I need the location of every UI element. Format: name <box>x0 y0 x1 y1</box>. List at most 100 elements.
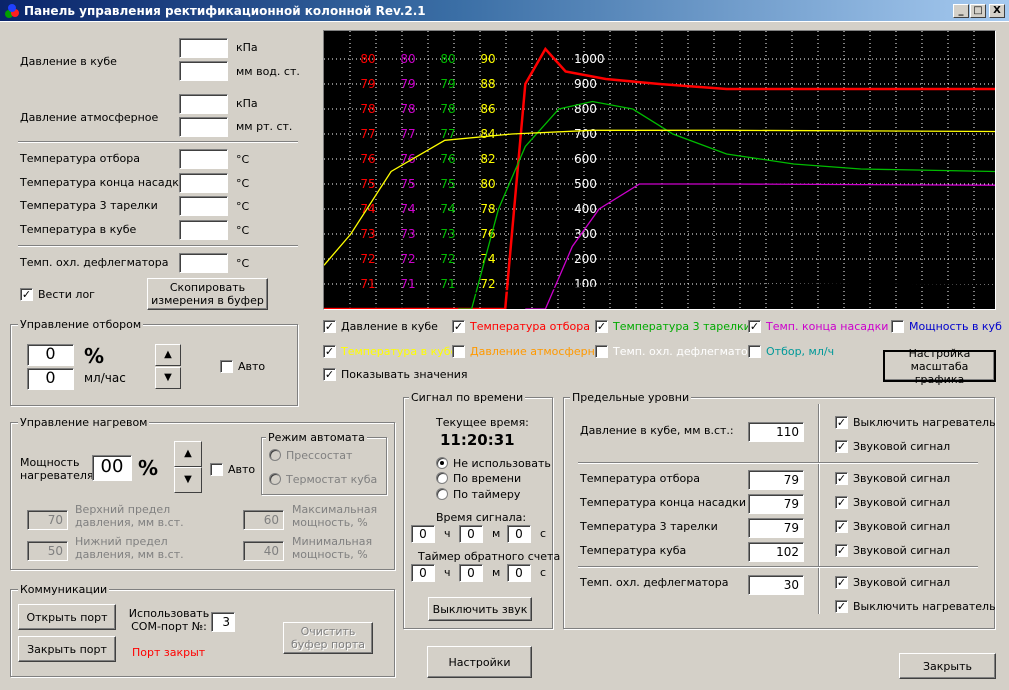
signal-timer-label: По таймеру <box>453 488 521 501</box>
chart-tick-label: 77 <box>440 127 455 141</box>
timer-minutes-field[interactable]: 0 <box>459 564 483 582</box>
hours-unit: ч <box>444 527 451 540</box>
otbor-auto-checkbox[interactable] <box>220 360 233 373</box>
min-power-field[interactable]: 40 <box>243 541 284 561</box>
sound-label: Звуковой сигнал <box>853 544 951 557</box>
series-line-green <box>458 100 996 310</box>
show-values-checkbox[interactable]: ✓ <box>323 368 336 381</box>
signal-off-radio[interactable] <box>436 457 448 469</box>
signal-timer-radio[interactable] <box>436 488 448 500</box>
otbor-up-button[interactable]: ▲ <box>155 344 181 366</box>
signal-seconds-field[interactable]: 0 <box>507 525 531 543</box>
lower-limit-field[interactable]: 50 <box>27 541 68 561</box>
heat-title: Управление нагревом <box>18 416 150 429</box>
timer-hours-field[interactable]: 0 <box>411 564 435 582</box>
limit-t-nasadka-field[interactable]: 79 <box>748 494 804 514</box>
legend-t-otbor-checkbox[interactable]: ✓ <box>452 320 465 333</box>
copy-buffer-button[interactable]: Скопировать измерения в буфер <box>147 278 268 310</box>
current-time-label: Текущее время: <box>436 416 529 429</box>
settings-button[interactable]: Настройки <box>427 646 532 678</box>
limit-pressure-sound-label: Звуковой сигнал <box>853 440 951 453</box>
chart-tick-label: 400 <box>574 202 597 216</box>
heat-auto-checkbox[interactable] <box>210 463 223 476</box>
close-port-button[interactable]: Закрыть порт <box>18 636 116 662</box>
limit-t-tarelka-sound-checkbox[interactable]: ✓ <box>835 520 848 533</box>
close-window-button[interactable]: X <box>989 4 1005 18</box>
power-down-button[interactable]: ▼ <box>174 467 202 493</box>
divider <box>578 566 978 568</box>
unit-c: °С <box>236 257 250 270</box>
legend-atm-label: Давление атмосферное <box>470 345 609 358</box>
legend-cube-pressure-checkbox[interactable]: ✓ <box>323 320 336 333</box>
t-otbor-label: Температура отбора <box>20 152 140 165</box>
chart-scale-button[interactable]: Настройка масштаба графика <box>883 347 996 386</box>
t-defl-field <box>179 253 228 273</box>
limit-t-otbor-sound-checkbox[interactable]: ✓ <box>835 472 848 485</box>
limit-t-otbor-field[interactable]: 79 <box>748 470 804 490</box>
power-label: Мощность нагревателя <box>20 456 94 482</box>
chart-tick-label: 72 <box>400 252 415 266</box>
mode-thermostat-radio[interactable] <box>269 473 281 485</box>
otbor-down-button[interactable]: ▼ <box>155 367 181 389</box>
limits-title: Предельные уровни <box>570 391 692 404</box>
mute-button[interactable]: Выключить звук <box>428 597 532 621</box>
limit-t-otbor-label: Температура отбора <box>580 472 700 485</box>
lower-limit-label: Нижний предел давления, мм в.ст. <box>75 535 184 561</box>
hours-unit: ч <box>444 566 451 579</box>
limit-t-cube-field[interactable]: 102 <box>748 542 804 562</box>
open-port-button[interactable]: Открыть порт <box>18 604 116 630</box>
signal-time-title: Время сигнала: <box>436 511 527 524</box>
app-icon <box>4 3 20 19</box>
timer-seconds-field[interactable]: 0 <box>507 564 531 582</box>
seconds-unit: с <box>540 566 547 579</box>
legend-t-tarelka-checkbox[interactable]: ✓ <box>595 320 608 333</box>
cube-pressure-kpa-field <box>179 38 228 58</box>
legend-t-nasadka-checkbox[interactable]: ✓ <box>748 320 761 333</box>
maximize-button[interactable]: □ <box>970 4 986 18</box>
chart-tick-label: 77 <box>400 127 415 141</box>
chart-tick-label: 100 <box>574 277 597 291</box>
log-checkbox[interactable]: ✓ <box>20 288 33 301</box>
power-field[interactable]: 00 <box>92 455 132 481</box>
limit-pressure-field[interactable]: 110 <box>748 422 804 442</box>
close-button[interactable]: Закрыть <box>899 653 996 679</box>
signal-hours-field[interactable]: 0 <box>411 525 435 543</box>
legend-t-cube-checkbox[interactable]: ✓ <box>323 345 336 358</box>
otbor-ml-field[interactable]: 0 <box>27 368 74 390</box>
signal-time-radio[interactable] <box>436 472 448 484</box>
clear-buffer-button[interactable]: Очистить буфер порта <box>283 622 373 654</box>
max-power-field[interactable]: 60 <box>243 510 284 530</box>
legend-otbor-checkbox[interactable] <box>748 345 761 358</box>
otbor-title: Управление отбором <box>18 318 144 331</box>
limit-t-defl-off-checkbox[interactable]: ✓ <box>835 600 848 613</box>
limit-t-cube-sound-checkbox[interactable]: ✓ <box>835 544 848 557</box>
chart-tick-label: 73 <box>360 227 375 241</box>
com-port-field[interactable]: 3 <box>211 612 235 632</box>
legend-atm-checkbox[interactable] <box>452 345 465 358</box>
power-up-button[interactable]: ▲ <box>174 441 202 467</box>
limit-t-defl-sound-checkbox[interactable]: ✓ <box>835 576 848 589</box>
chart-tick-label: 76 <box>400 152 415 166</box>
otbor-pct-field[interactable]: 0 <box>27 344 74 366</box>
chart-tick-label: 600 <box>574 152 597 166</box>
limit-t-nasadka-sound-checkbox[interactable]: ✓ <box>835 496 848 509</box>
limit-t-tarelka-field[interactable]: 79 <box>748 518 804 538</box>
title-bar: Панель управления ректификационной колон… <box>0 0 1009 22</box>
chart-tick-label: 76 <box>480 227 495 241</box>
sound-label: Звуковой сигнал <box>853 576 951 589</box>
chart-tick-label: 1000 <box>574 52 605 66</box>
chart-tick-label: 74 <box>440 202 455 216</box>
limit-pressure-sound-checkbox[interactable]: ✓ <box>835 440 848 453</box>
upper-limit-field[interactable]: 70 <box>27 510 68 530</box>
legend-t-defl-checkbox[interactable] <box>595 345 608 358</box>
limit-pressure-off-checkbox[interactable]: ✓ <box>835 416 848 429</box>
signal-minutes-field[interactable]: 0 <box>459 525 483 543</box>
limit-t-defl-field[interactable]: 30 <box>748 575 804 595</box>
chart-tick-label: 73 <box>440 227 455 241</box>
legend-power-checkbox[interactable] <box>891 320 904 333</box>
minimize-button[interactable]: _ <box>953 4 969 18</box>
mode-pressostat-radio[interactable] <box>269 449 281 461</box>
chart-tick-label: 73 <box>400 227 415 241</box>
chart-tick-label: 200 <box>574 252 597 266</box>
chart-tick-label: 74 <box>360 202 375 216</box>
